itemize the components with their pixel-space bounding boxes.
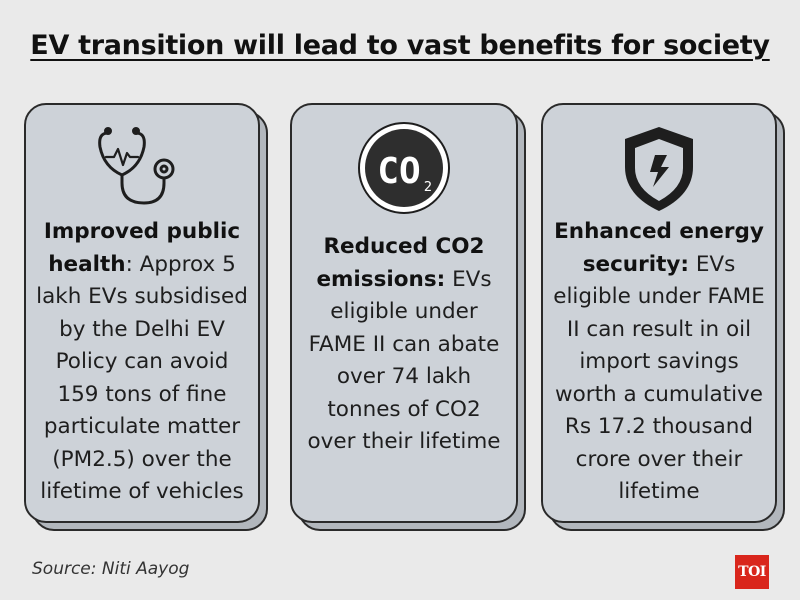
card-public-health: Improved public health: Approx 5 lakh EV… xyxy=(24,103,260,523)
card-text: Reduced CO2 emissions: EVs eligible unde… xyxy=(302,231,506,459)
co2-icon-subscript: 2 xyxy=(424,180,432,195)
card-heading: Reduced CO2 emissions: xyxy=(316,234,485,292)
card-heading: Enhanced energy security: xyxy=(554,219,764,277)
card-heading: Improved public health xyxy=(43,219,241,277)
energy-shield-icon xyxy=(619,123,699,215)
stethoscope-icon xyxy=(92,121,192,211)
card-co2-emissions: CO 2 Reduced CO2 emissions: EVs eligible… xyxy=(290,103,518,523)
source-note: Source: Niti Aayog xyxy=(32,559,190,579)
toi-logo: TOI xyxy=(735,555,769,589)
card-body: EVs eligible under FAME II can abate ove… xyxy=(307,266,501,455)
page-title: EV transition will lead to vast benefits… xyxy=(30,30,770,61)
card-text: Improved public health: Approx 5 lakh EV… xyxy=(36,216,248,509)
co2-icon-text: CO xyxy=(377,151,420,192)
card-body: : Approx 5 lakh EVs subsidised by the De… xyxy=(36,251,248,505)
co2-icon: CO 2 xyxy=(357,121,451,215)
card-body: EVs eligible under FAME II can result in… xyxy=(553,251,765,505)
card-energy-security: Enhanced energy security: EVs eligible u… xyxy=(541,103,777,523)
card-text: Enhanced energy security: EVs eligible u… xyxy=(553,216,765,509)
